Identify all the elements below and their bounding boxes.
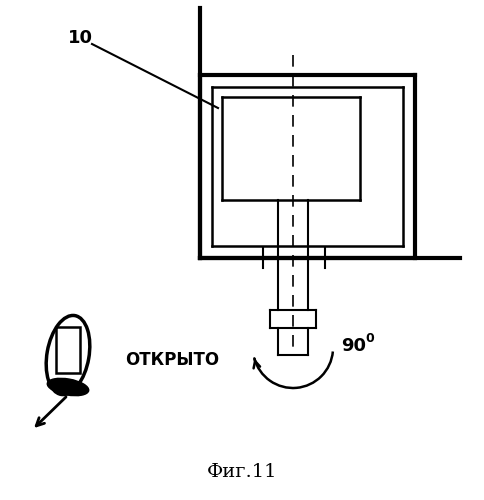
Text: 10: 10 <box>67 29 92 47</box>
Ellipse shape <box>47 378 89 396</box>
Bar <box>56 327 80 373</box>
Text: 90: 90 <box>341 337 366 355</box>
Text: Фиг.11: Фиг.11 <box>207 463 277 481</box>
Text: 0: 0 <box>365 332 374 344</box>
Text: ОТКРЫТО: ОТКРЫТО <box>125 351 219 369</box>
